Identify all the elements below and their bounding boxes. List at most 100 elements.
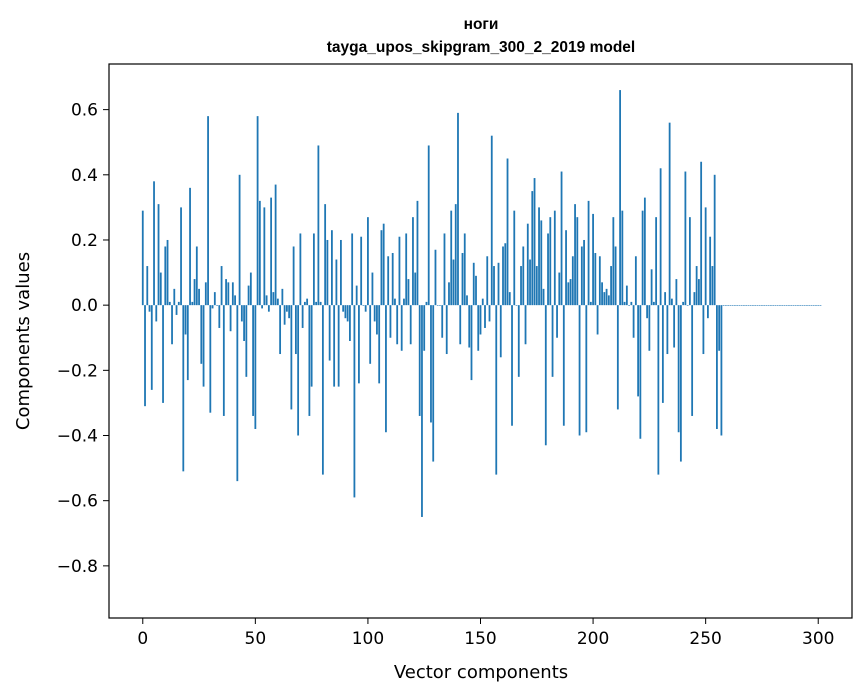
bar-230 [659, 168, 662, 306]
bar-210 [614, 246, 617, 306]
bar-224 [646, 305, 649, 319]
bar-223 [643, 197, 646, 306]
bar-110 [389, 305, 392, 338]
bar-27 [202, 305, 205, 387]
bar-37 [225, 279, 227, 306]
bar-125 [423, 305, 426, 351]
bar-28 [204, 282, 207, 306]
bar-193 [576, 217, 579, 306]
bar-252 [709, 236, 712, 306]
bar-154 [488, 305, 491, 322]
bar-295 [806, 305, 808, 306]
bar-226 [650, 269, 653, 306]
bar-55 [265, 295, 268, 306]
bar-23 [193, 279, 196, 306]
bar-161 [504, 243, 507, 306]
bar-155 [490, 135, 493, 306]
bar-71 [301, 305, 304, 328]
bar-167 [517, 305, 520, 377]
bar-15 [175, 305, 178, 315]
bar-30 [209, 305, 212, 413]
bar-117 [405, 233, 408, 306]
bar-216 [628, 305, 630, 306]
bar-138 [452, 259, 455, 306]
bar-265 [738, 305, 741, 306]
bar-254 [713, 174, 716, 306]
bar-153 [486, 256, 489, 306]
bar-180 [547, 233, 549, 306]
bar-105 [378, 305, 381, 384]
bar-0 [141, 210, 144, 306]
bar-25 [198, 288, 200, 306]
bar-134 [443, 233, 446, 306]
bar-288 [790, 305, 793, 306]
bar-174 [533, 178, 536, 306]
bar-75 [310, 305, 313, 387]
bar-11 [166, 239, 169, 306]
bar-169 [522, 246, 525, 306]
bar-116 [403, 298, 405, 306]
bar-219 [634, 256, 637, 306]
bar-145 [468, 305, 471, 348]
bar-165 [513, 210, 516, 306]
bar-297 [810, 305, 813, 306]
bar-16 [177, 301, 180, 306]
bar-235 [670, 298, 673, 306]
bar-292 [799, 305, 802, 306]
bar-301 [819, 305, 822, 306]
bar-191 [571, 256, 574, 306]
bar-9 [162, 305, 164, 403]
x-tick-label: 0 [137, 629, 148, 649]
bar-129 [432, 305, 435, 462]
bar-251 [707, 305, 709, 319]
bar-229 [657, 305, 660, 475]
bar-289 [792, 305, 795, 306]
bar-257 [720, 305, 723, 436]
bar-99 [364, 305, 367, 312]
bar-142 [461, 253, 464, 306]
bar-76 [312, 233, 315, 306]
bar-282 [776, 305, 779, 306]
bar-58 [272, 292, 275, 306]
bar-245 [693, 292, 696, 306]
bar-50 [254, 305, 257, 429]
bar-160 [502, 246, 504, 306]
bar-285 [783, 305, 786, 306]
bar-204 [601, 282, 603, 306]
bar-173 [531, 191, 534, 306]
bar-162 [506, 158, 509, 306]
bar-215 [625, 285, 628, 306]
bar-287 [788, 305, 790, 306]
bar-147 [472, 262, 475, 306]
bar-93 [351, 233, 354, 306]
bar-74 [308, 305, 311, 416]
x-axis-label: Vector components [394, 662, 568, 683]
bar-88 [340, 239, 342, 306]
bar-260 [727, 305, 730, 306]
bar-128 [430, 305, 432, 423]
bar-31 [211, 305, 214, 309]
bar-60 [276, 298, 279, 306]
bar-190 [569, 279, 572, 306]
bar-175 [535, 266, 538, 306]
bar-130 [434, 249, 437, 306]
bar-45 [243, 305, 245, 341]
bar-158 [497, 262, 500, 306]
bar-51 [256, 116, 259, 306]
bar-194 [578, 305, 581, 436]
chart-title: ноги [464, 16, 499, 33]
bar-255 [716, 305, 718, 429]
bar-123 [418, 305, 421, 416]
bar-26 [200, 305, 203, 364]
bar-238 [677, 305, 680, 433]
bar-176 [538, 207, 540, 306]
bar-126 [425, 301, 428, 306]
bar-13 [171, 305, 173, 345]
bar-156 [493, 266, 495, 306]
bar-119 [409, 305, 412, 345]
bar-73 [306, 298, 309, 306]
bar-70 [299, 233, 302, 306]
bar-209 [612, 217, 615, 306]
bar-267 [743, 305, 745, 306]
